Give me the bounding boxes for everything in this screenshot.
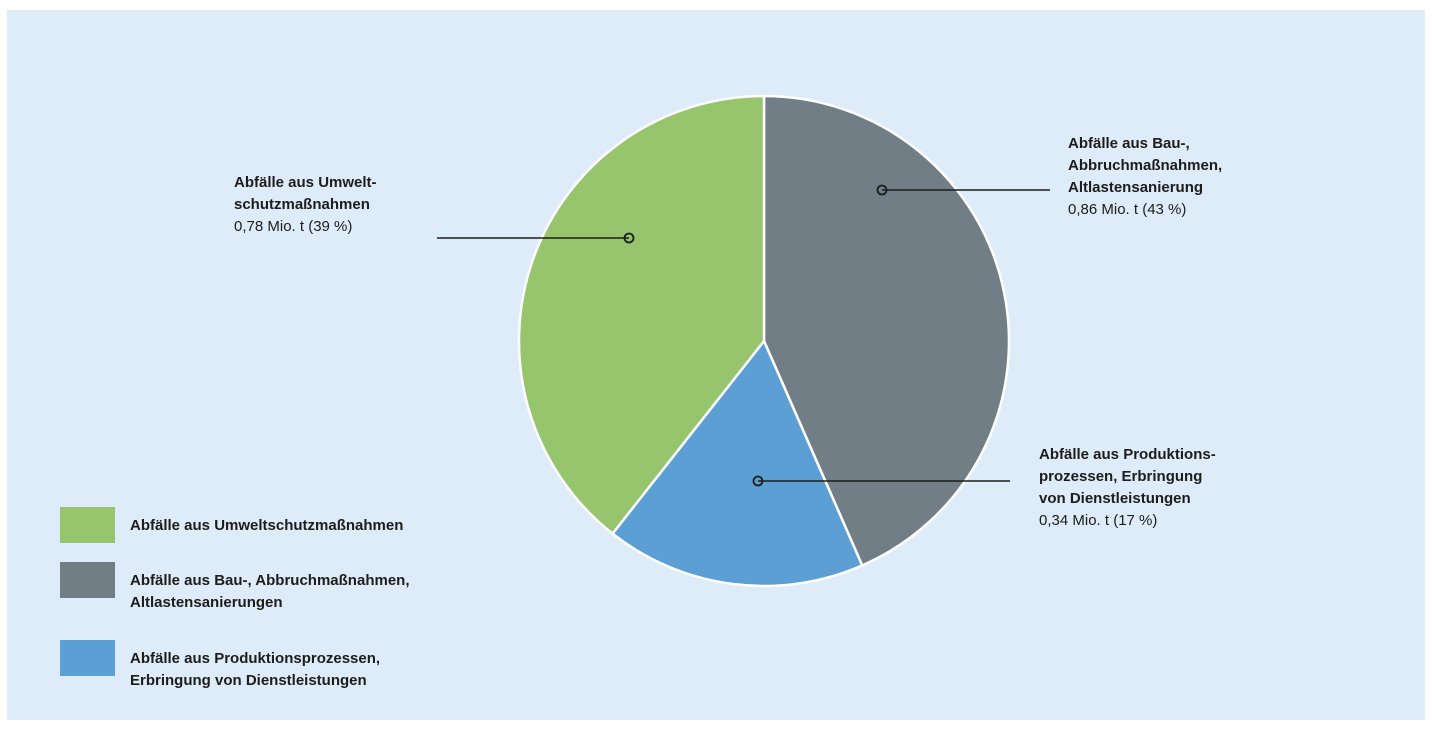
legend-item-umweltschutz: Abfälle aus Umweltschutzmaßnahmen [60,507,540,567]
annotation-bau-title: Abfälle aus Bau-, Abbruchmaßnahmen, Altl… [1068,135,1223,196]
annotation-bau: Abfälle aus Bau-, Abbruchmaßnahmen, Altl… [1068,133,1222,221]
annotation-produktion: Abfälle aus Produktions- prozessen, Erbr… [1039,444,1216,532]
pie-slice-umweltschutz [517,94,766,535]
annotation-produktion-title: Abfälle aus Produktions- prozessen, Erbr… [1039,446,1216,507]
leader-marker-bau [876,184,888,196]
annotation-umweltschutz: Abfälle aus Umwelt- schutzmaßnahmen 0,78… [234,172,377,238]
leader-marker-produktion [752,475,764,487]
chart-panel: Abfälle aus Umwelt- schutzmaßnahmen 0,78… [7,10,1425,720]
annotation-umweltschutz-title: Abfälle aus Umwelt- schutzmaßnahmen [234,174,377,213]
legend-item-bau: Abfälle aus Bau-, Abbruchmaßnahmen, Altl… [60,562,540,622]
legend-item-produktion: Abfälle aus Produktionsprozessen, Erbrin… [60,640,540,700]
legend-swatch-bau [60,562,115,598]
legend-swatch-umweltschutz [60,507,115,543]
legend-label-umweltschutz: Abfälle aus Umweltschutzmaßnahmen [130,517,404,534]
leader-marker-umweltschutz [623,232,635,244]
pie-chart [437,94,1050,588]
legend-label-bau: Abfälle aus Bau-, Abbruchmaßnahmen, Altl… [130,572,410,611]
annotation-bau-value: 0,86 Mio. t (43 %) [1068,201,1187,218]
annotation-produktion-value: 0,34 Mio. t (17 %) [1039,512,1158,529]
legend-swatch-produktion [60,640,115,676]
annotation-umweltschutz-value: 0,78 Mio. t (39 %) [234,218,353,235]
pie-slice-produktion [611,339,864,588]
pie-slice-bau [762,94,1011,567]
legend-label-produktion: Abfälle aus Produktionsprozessen, Erbrin… [130,650,381,689]
